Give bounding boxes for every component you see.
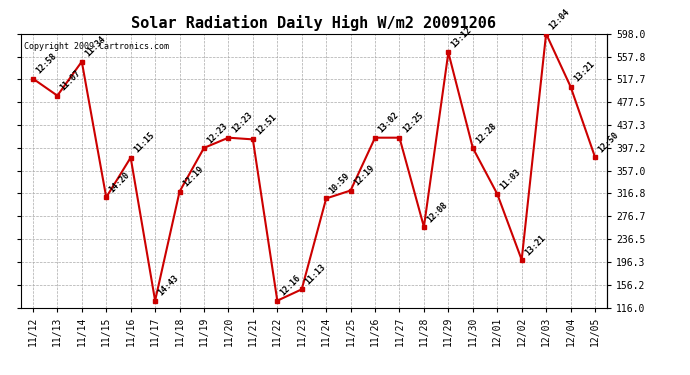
Text: 12:16: 12:16 <box>279 274 303 298</box>
Text: 11:13: 11:13 <box>303 262 327 286</box>
Text: 11:15: 11:15 <box>132 131 156 155</box>
Text: 12:23: 12:23 <box>230 111 254 135</box>
Text: 13:21: 13:21 <box>523 233 547 257</box>
Text: 11:03: 11:03 <box>499 167 522 191</box>
Text: Copyright 2009 Cartronics.com: Copyright 2009 Cartronics.com <box>23 42 168 51</box>
Text: 11:34: 11:34 <box>83 35 107 59</box>
Text: 12:51: 12:51 <box>254 112 278 136</box>
Text: 12:04: 12:04 <box>547 7 571 31</box>
Text: 12:50: 12:50 <box>596 130 620 154</box>
Text: 12:19: 12:19 <box>181 165 205 189</box>
Text: 14:20: 14:20 <box>108 171 132 195</box>
Text: 13:21: 13:21 <box>572 60 596 84</box>
Text: 12:58: 12:58 <box>34 52 59 76</box>
Text: 14:43: 14:43 <box>157 274 181 298</box>
Title: Solar Radiation Daily High W/m2 20091206: Solar Radiation Daily High W/m2 20091206 <box>132 15 496 31</box>
Text: 12:25: 12:25 <box>401 111 425 135</box>
Text: 13:02: 13:02 <box>377 111 400 135</box>
Text: 10:59: 10:59 <box>328 172 352 196</box>
Text: 12:19: 12:19 <box>352 164 376 188</box>
Text: 12:28: 12:28 <box>474 121 498 145</box>
Text: 11:07: 11:07 <box>59 69 83 93</box>
Text: 12:08: 12:08 <box>425 200 449 224</box>
Text: 12:23: 12:23 <box>206 121 229 145</box>
Text: 13:12: 13:12 <box>450 26 474 50</box>
